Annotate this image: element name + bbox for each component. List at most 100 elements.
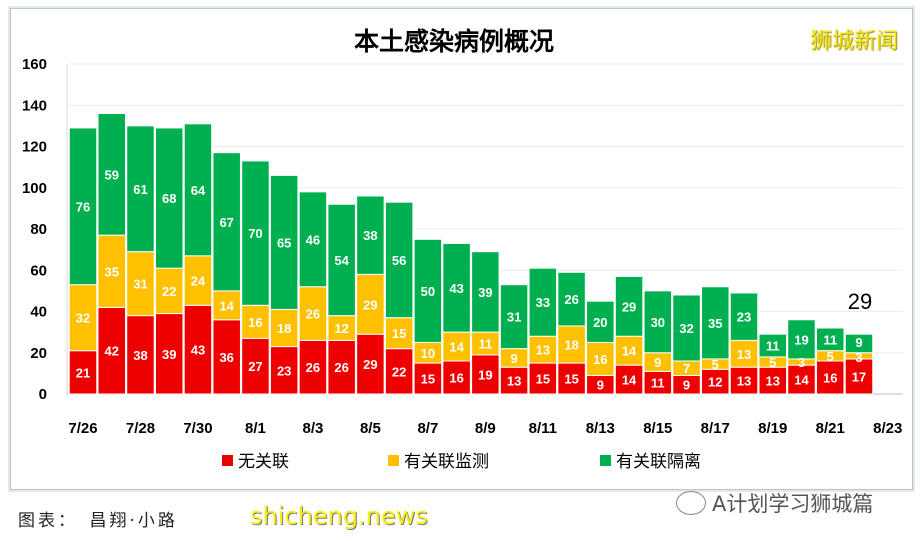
data-label: 32 — [76, 311, 90, 326]
bar-segment-2 — [384, 201, 414, 319]
bar-segment-0 — [298, 339, 328, 395]
legend-swatch — [388, 455, 399, 466]
data-label: 11 — [651, 376, 665, 391]
bar-segment-2 — [672, 294, 701, 362]
watermark-logo: 狮城新闻 — [809, 29, 898, 54]
data-label: 14 — [219, 298, 234, 313]
x-tick-label: 8/7 — [417, 420, 438, 437]
bar-segment-0 — [183, 304, 213, 395]
data-label: 31 — [507, 310, 521, 325]
wechat-account: A计划学习狮城篇 — [676, 488, 873, 518]
data-label: 9 — [510, 351, 517, 366]
bar-segment-2 — [815, 327, 845, 352]
chart-title: 本土感染病例概况 — [354, 27, 554, 56]
data-label: 17 — [852, 369, 866, 384]
data-label: 76 — [76, 199, 90, 214]
y-tick-label: 120 — [22, 139, 47, 156]
data-label: 5 — [827, 349, 834, 364]
data-label: 70 — [248, 226, 262, 241]
data-label: 14 — [622, 344, 637, 359]
data-label: 14 — [449, 340, 464, 355]
bar-segment-2 — [241, 160, 270, 306]
bar-segment-1 — [327, 315, 356, 341]
y-tick-label: 0 — [39, 386, 47, 403]
data-label: 15 — [536, 372, 550, 387]
data-label: 46 — [306, 232, 320, 247]
site-watermark: shicheng.news — [250, 502, 428, 530]
data-label: 14 — [622, 373, 637, 388]
bar-segment-2 — [758, 333, 788, 358]
y-tick-label: 20 — [30, 345, 47, 362]
x-tick-label: 8/9 — [475, 420, 496, 437]
chart-credit: 图表： 昌翔·小路 — [18, 511, 178, 531]
x-tick-label: 7/28 — [126, 420, 155, 437]
data-label: 19 — [478, 367, 492, 382]
data-label: 27 — [248, 359, 262, 374]
data-label: 20 — [593, 315, 607, 330]
bar-segment-0 — [471, 354, 500, 395]
data-label: 9 — [597, 378, 604, 393]
data-label: 59 — [105, 167, 119, 182]
bar-segment-0 — [701, 368, 730, 395]
y-tick-label: 160 — [22, 56, 47, 73]
data-label: 16 — [449, 371, 463, 386]
bar-segment-2 — [183, 123, 213, 257]
y-tick-label: 100 — [22, 180, 47, 197]
x-tick-label: 8/5 — [360, 420, 381, 437]
bar-segment-2 — [643, 290, 673, 354]
bar-segment-2 — [269, 174, 299, 310]
bar-segment-0 — [97, 306, 126, 395]
data-label: 23 — [277, 363, 291, 378]
data-label: 16 — [593, 352, 607, 367]
data-label: 9 — [855, 335, 862, 350]
bar-segment-2 — [701, 286, 730, 360]
bar-segment-0 — [499, 366, 529, 395]
bar-segment-2 — [298, 191, 328, 288]
data-label: 3 — [855, 350, 862, 365]
data-label: 35 — [708, 316, 722, 331]
data-label: 13 — [737, 347, 751, 362]
bar-segment-0 — [844, 358, 874, 395]
data-label: 29 — [363, 357, 377, 372]
data-label: 26 — [564, 292, 578, 307]
data-label: 68 — [162, 191, 176, 206]
bar-segment-2 — [586, 300, 615, 343]
wechat-account-name: A计划学习狮城篇 — [712, 492, 874, 516]
bar-segment-0 — [154, 313, 184, 395]
data-label: 18 — [277, 321, 291, 336]
data-label: 39 — [478, 285, 492, 300]
legend-label: 无关联 — [238, 452, 289, 472]
bar-segment-0 — [758, 366, 788, 395]
data-label: 26 — [306, 307, 320, 322]
data-label: 43 — [449, 281, 463, 296]
data-label: 64 — [191, 183, 206, 198]
data-label: 26 — [306, 360, 320, 375]
data-label: 22 — [392, 364, 406, 379]
y-tick-label: 80 — [30, 221, 47, 238]
legend-label: 有关联隔离 — [616, 452, 701, 472]
data-label: 30 — [651, 315, 665, 330]
bar-segment-2 — [557, 271, 586, 327]
data-label: 9 — [654, 355, 661, 370]
x-tick-label: 7/26 — [68, 420, 97, 437]
bar-segment-1 — [97, 234, 126, 308]
bar-segment-2 — [212, 152, 241, 292]
bar-segment-0 — [269, 346, 299, 395]
data-label: 11 — [478, 336, 492, 351]
bar-segment-2 — [528, 267, 558, 337]
x-tick-label: 8/21 — [816, 420, 845, 437]
data-label: 12 — [708, 375, 722, 390]
data-label: 16 — [248, 315, 262, 330]
data-label: 5 — [712, 357, 719, 372]
bar-segment-2 — [442, 242, 471, 333]
legend-swatch — [600, 455, 611, 466]
bar-segment-1 — [384, 317, 414, 350]
data-label: 15 — [564, 372, 578, 387]
data-label: 54 — [334, 253, 349, 268]
data-label: 13 — [737, 374, 751, 389]
legend-label: 有关联监测 — [404, 452, 489, 472]
data-label: 12 — [334, 321, 348, 336]
bar-segment-2 — [614, 275, 644, 337]
bar-segment-1 — [126, 251, 155, 317]
